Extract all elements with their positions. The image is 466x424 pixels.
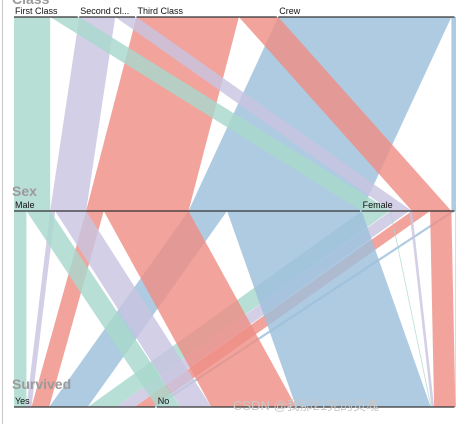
ribbon-second-cl-female[interactable] (115, 17, 413, 211)
category-label-no[interactable]: No (158, 396, 170, 406)
category-label-yes[interactable]: Yes (15, 396, 30, 406)
category-label-first-class[interactable]: First Class (15, 6, 58, 16)
ribbon-male-second-cl-no[interactable] (55, 211, 212, 407)
ribbon-male-second-cl-yes[interactable] (26, 211, 56, 407)
ribbon-male-third-class-no[interactable] (103, 211, 297, 407)
dimension-title-survived: Survived (12, 376, 71, 392)
ribbon-male-crew-no[interactable] (227, 211, 431, 407)
ribbon-male-third-class-yes[interactable] (31, 211, 104, 407)
ribbon-third-class-female[interactable] (238, 17, 452, 211)
category-label-third-class[interactable]: Third Class (137, 6, 183, 16)
ribbon-male-first-class-yes[interactable] (14, 211, 27, 407)
category-label-female[interactable]: Female (363, 200, 393, 210)
category-label-second-cl[interactable]: Second Cl... (80, 6, 129, 16)
ribbon-layer (14, 17, 456, 407)
ribbon-male-first-class-no[interactable] (26, 211, 181, 407)
left-border-line (2, 0, 3, 424)
ribbon-female-third-class-no[interactable] (430, 211, 456, 407)
ribbon-crew-male[interactable] (188, 17, 452, 211)
ribbon-crew-female[interactable] (451, 17, 456, 211)
watermark-text: CSDN @我那21克的灵魂 (233, 398, 379, 413)
ribbon-first-class-male[interactable] (14, 17, 51, 211)
dimension-title-sex: Sex (12, 183, 37, 199)
dimension-title-class: Class (12, 0, 50, 7)
ribbon-female-crew-no[interactable] (455, 211, 456, 407)
axis-layer (14, 16, 455, 408)
ribbon-female-first-class-no[interactable] (389, 211, 432, 407)
ribbon-female-second-cl-no[interactable] (409, 211, 435, 407)
ribbon-second-cl-male[interactable] (50, 17, 116, 211)
label-layer: First Class Second Cl... Third Class Crew Ma… (12, 0, 393, 413)
category-label-crew[interactable]: Crew (279, 6, 301, 16)
ribbon-first-class-female[interactable] (50, 17, 391, 211)
category-label-male[interactable]: Male (15, 200, 35, 210)
